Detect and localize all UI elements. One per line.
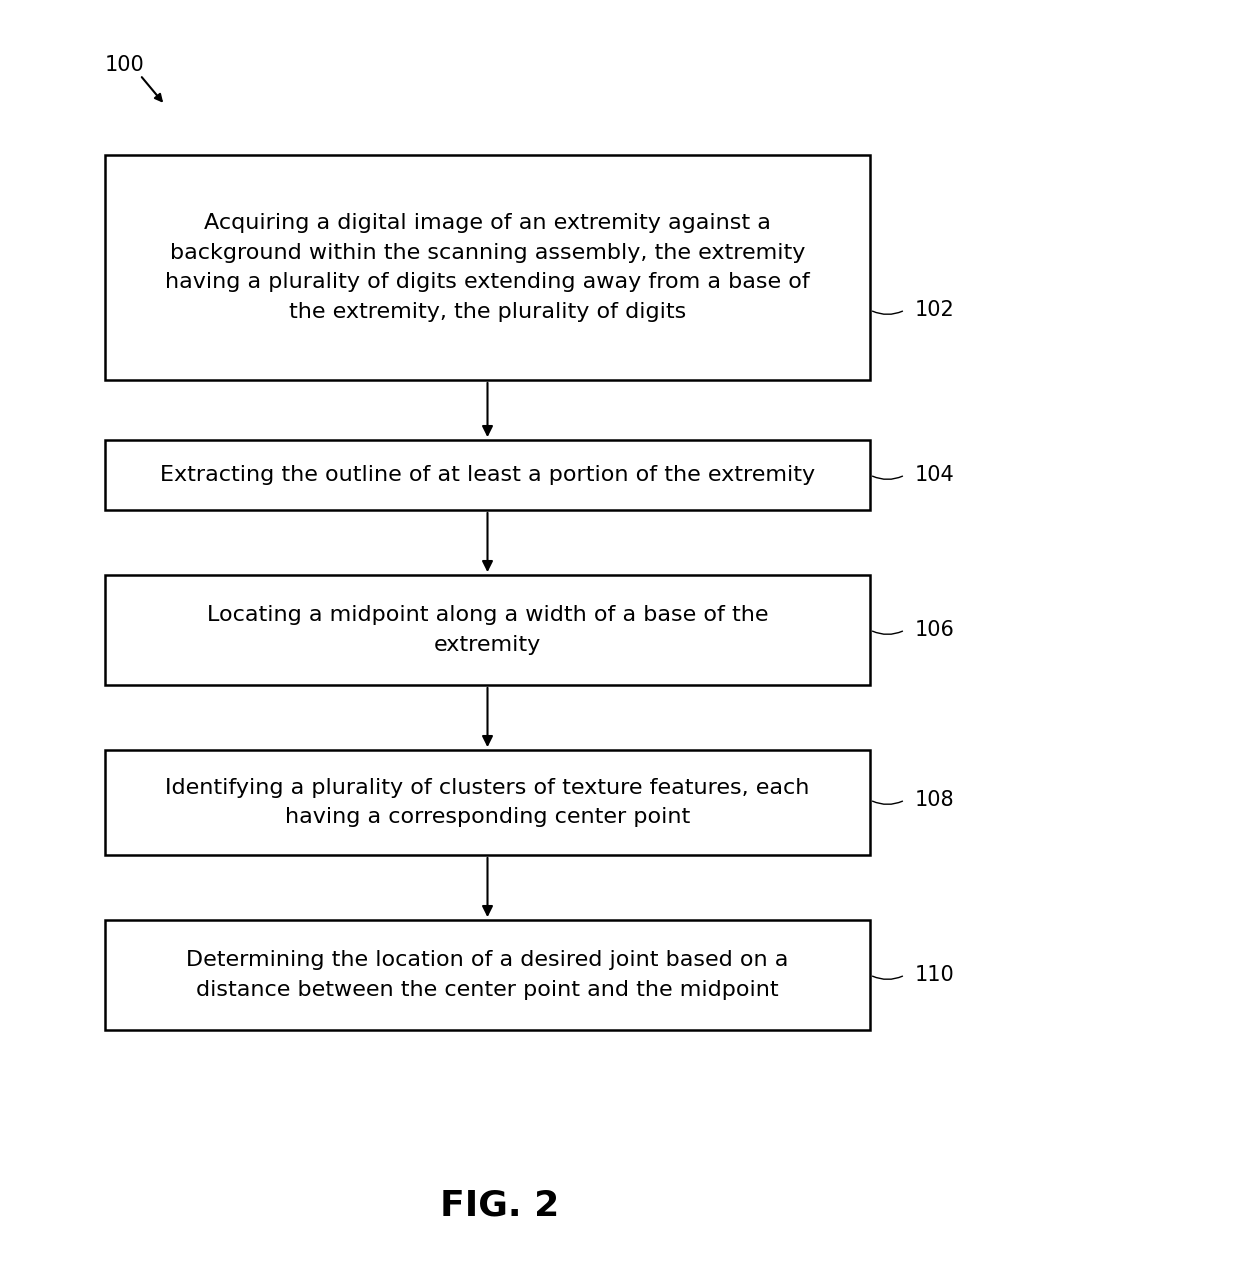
Text: Identifying a plurality of clusters of texture features, each
having a correspon: Identifying a plurality of clusters of t… (165, 778, 810, 827)
Text: 104: 104 (915, 464, 955, 485)
Text: FIG. 2: FIG. 2 (440, 1188, 559, 1222)
Bar (105, 155, 870, 379)
Text: 106: 106 (915, 621, 955, 640)
Text: 102: 102 (915, 299, 955, 320)
Text: Determining the location of a desired joint based on a
distance between the cent: Determining the location of a desired jo… (186, 950, 789, 1000)
Text: 108: 108 (915, 791, 955, 810)
Bar (105, 920, 870, 1030)
Text: Acquiring a digital image of an extremity against a
background within the scanni: Acquiring a digital image of an extremit… (165, 213, 810, 322)
Text: 100: 100 (105, 55, 145, 75)
Text: 110: 110 (915, 964, 955, 985)
Text: Extracting the outline of at least a portion of the extremity: Extracting the outline of at least a por… (160, 464, 815, 485)
Bar (105, 750, 870, 855)
Text: Locating a midpoint along a width of a base of the
extremity: Locating a midpoint along a width of a b… (207, 605, 769, 655)
Bar (105, 440, 870, 510)
Bar (105, 575, 870, 685)
